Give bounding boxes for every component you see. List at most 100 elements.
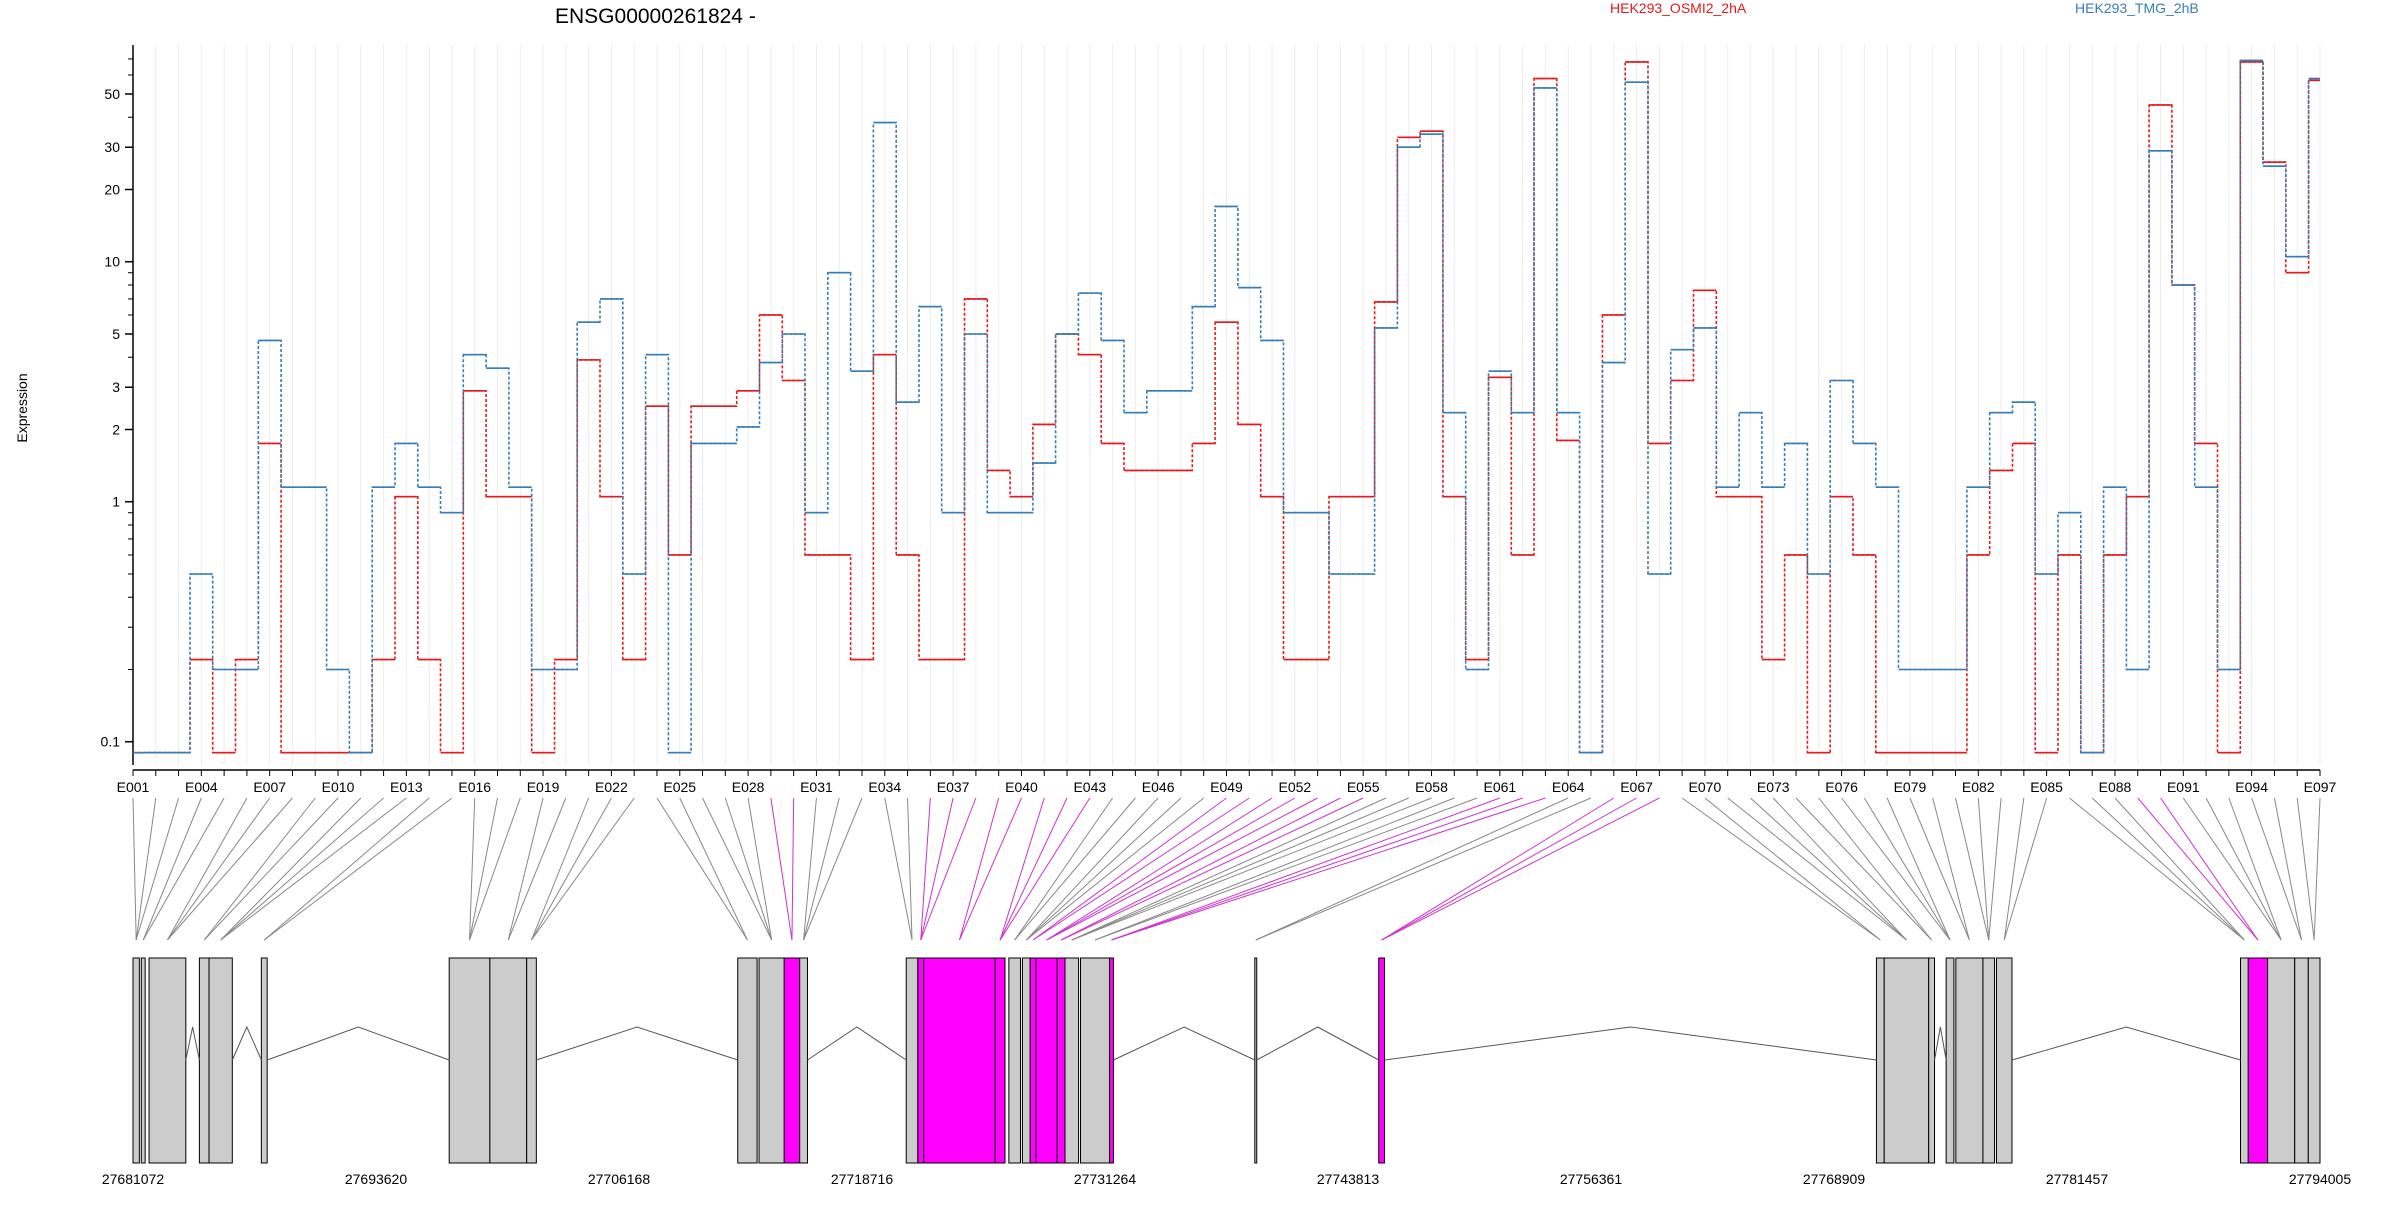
x-tick-label: E082 <box>1962 779 1995 795</box>
x-tick-label: E055 <box>1347 779 1380 795</box>
genomic-coordinate-label: 27718716 <box>831 1171 894 1187</box>
x-tick-label: E076 <box>1825 779 1858 795</box>
x-tick-label: E073 <box>1757 779 1790 795</box>
connector-E093 <box>2228 797 2282 941</box>
x-tick-label: E058 <box>1415 779 1448 795</box>
y-tick-label: 1 <box>112 494 120 510</box>
connector-E018 <box>469 797 521 941</box>
x-tick-label: E079 <box>1894 779 1927 795</box>
connector-E027 <box>724 797 773 941</box>
grid-lines <box>132 45 2321 765</box>
x-tick-label: E046 <box>1142 779 1175 795</box>
connector-E092 <box>2205 797 2282 941</box>
connector-E091 <box>2182 797 2282 941</box>
connector-E002 <box>135 797 157 941</box>
connector-E079 <box>1909 797 1970 941</box>
connector-E082 <box>1977 797 1990 941</box>
genomic-coordinate-label: 27693620 <box>345 1171 408 1187</box>
connector-E033 <box>803 797 863 941</box>
connector-E022 <box>531 797 612 941</box>
connector-E090 <box>2160 797 2259 941</box>
x-tick-label: E001 <box>117 779 150 795</box>
exon-block-1 <box>132 957 140 1164</box>
y-tick-label: 2 <box>112 421 120 437</box>
connector-E089 <box>2137 797 2259 941</box>
connector-E056 <box>1071 797 1387 941</box>
connector-E010 <box>203 797 339 941</box>
connector-E008 <box>167 797 293 941</box>
x-tick-label: E070 <box>1689 779 1722 795</box>
intron-line <box>1934 1026 1947 1061</box>
connector-E049 <box>1032 797 1227 941</box>
connector-E065 <box>1255 797 1592 941</box>
exon-block-17 <box>994 957 1006 1164</box>
exon-block-19 <box>1021 957 1031 1164</box>
legend-label-osmi2: HEK293_OSMI2_2hA <box>1610 0 1747 16</box>
connector-E023 <box>531 797 635 941</box>
connector-E072 <box>1750 797 1907 941</box>
connector-E015 <box>263 797 453 941</box>
x-tick-label: E064 <box>1552 779 1585 795</box>
connector-E054 <box>1060 797 1341 941</box>
x-tick-label: E067 <box>1620 779 1653 795</box>
x-tick-label: E097 <box>2304 779 2337 795</box>
genomic-coordinate-label: 27781457 <box>2046 1171 2109 1187</box>
genomic-coordinate-label: 27768909 <box>1803 1171 1866 1187</box>
x-tick-label: E022 <box>595 779 628 795</box>
connector-E078 <box>1886 797 1951 941</box>
exon-block-38 <box>2294 957 2309 1164</box>
connector-E009 <box>203 797 316 941</box>
x-tick-label: E019 <box>527 779 560 795</box>
connector-E060 <box>1094 797 1478 941</box>
connector-E058 <box>1071 797 1432 941</box>
connector-E030 <box>791 797 795 941</box>
connector-E001 <box>132 797 137 941</box>
x-tick-label: E043 <box>1073 779 1106 795</box>
connector-E029 <box>770 797 793 941</box>
x-tick-label: E061 <box>1484 779 1517 795</box>
connector-E040 <box>959 797 1022 941</box>
exon-block-36 <box>2247 957 2269 1164</box>
chart-title: ENSG00000261824 - <box>555 5 756 28</box>
connector-E080 <box>1932 797 1970 941</box>
exon-block-16 <box>923 957 996 1164</box>
series-line-HEK293_OSMI2_2hA <box>133 61 2320 754</box>
genomic-coordinate-label: 27743813 <box>1317 1171 1380 1187</box>
exon-block-39 <box>2307 957 2321 1164</box>
axes: 0.1 1 2 3 5 10 20 30 50 E001 E004 E007 E010 E013 E016 E… <box>101 45 2337 795</box>
exon-connectors <box>132 797 2321 941</box>
connector-E036 <box>920 797 931 941</box>
intron-line <box>1113 1026 1256 1061</box>
exon-block-7 <box>448 957 491 1164</box>
connector-E070 <box>1704 797 1881 941</box>
connector-E048 <box>1025 797 1205 941</box>
exon-block-14 <box>905 957 919 1164</box>
x-tick-label: E085 <box>2030 779 2063 795</box>
exon-block-20 <box>1029 957 1037 1164</box>
intron-line <box>231 1025 262 1061</box>
connector-E050 <box>1032 797 1250 941</box>
exon-block-32 <box>1955 957 1984 1164</box>
exon-block-12 <box>783 957 801 1164</box>
connector-E044 <box>1014 797 1114 941</box>
connector-E075 <box>1818 797 1933 941</box>
connector-E085 <box>2003 797 2048 941</box>
exon-block-25 <box>1109 957 1114 1164</box>
genomic-coordinate-label: 27756361 <box>1560 1171 1623 1187</box>
connector-E083 <box>1988 797 2002 941</box>
exon-block-15 <box>917 957 925 1164</box>
connector-E007 <box>167 797 271 941</box>
intron-line <box>536 1026 738 1061</box>
connector-E017 <box>469 797 498 941</box>
exon-block-6 <box>260 957 268 1164</box>
intron-line <box>1384 1026 1877 1061</box>
connector-E012 <box>220 797 384 941</box>
exon-block-24 <box>1080 957 1111 1164</box>
x-tick-label: E007 <box>253 779 286 795</box>
exon-block-13 <box>799 957 808 1164</box>
x-tick-label: E013 <box>390 779 423 795</box>
y-tick-label: 3 <box>112 379 120 395</box>
connector-E095 <box>2273 797 2302 941</box>
connector-E019 <box>507 797 544 941</box>
connector-E045 <box>1014 797 1136 941</box>
